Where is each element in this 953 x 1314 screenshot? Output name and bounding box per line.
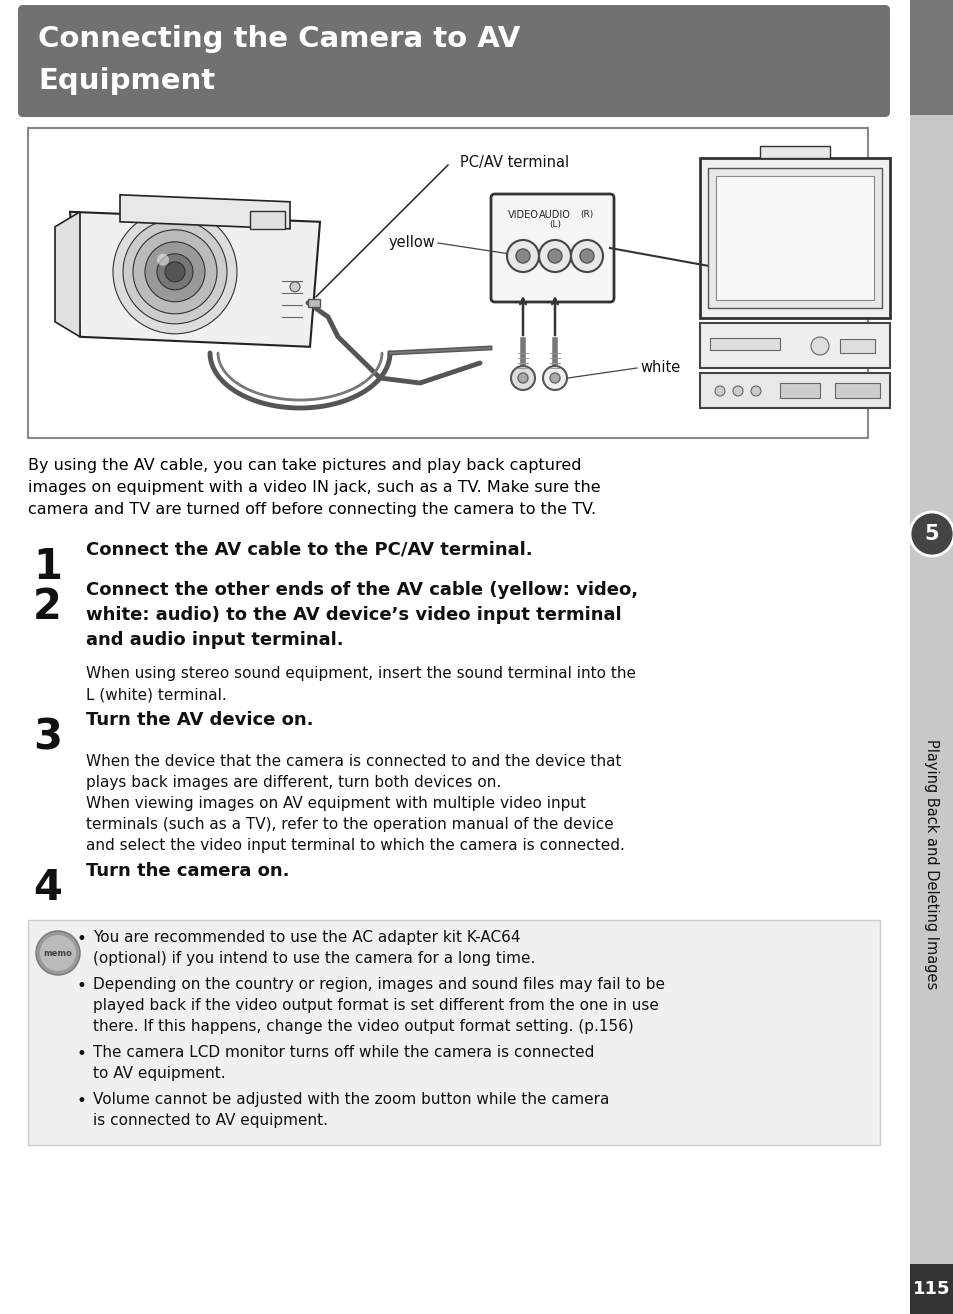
Text: When viewing images on AV equipment with multiple video input: When viewing images on AV equipment with… <box>86 796 585 811</box>
Text: 4: 4 <box>33 867 62 909</box>
Circle shape <box>909 512 953 556</box>
Text: there. If this happens, change the video output format setting. (p.156): there. If this happens, change the video… <box>92 1018 633 1034</box>
Text: •: • <box>76 1045 86 1063</box>
Text: Connect the other ends of the AV cable (yellow: video,: Connect the other ends of the AV cable (… <box>86 581 638 599</box>
Text: 1: 1 <box>33 547 62 587</box>
Text: •: • <box>76 978 86 995</box>
Text: white: audio) to the AV device’s video input terminal: white: audio) to the AV device’s video i… <box>86 606 621 624</box>
Circle shape <box>112 210 236 334</box>
Circle shape <box>157 254 169 265</box>
Text: Turn the AV device on.: Turn the AV device on. <box>86 711 314 729</box>
Text: AUDIO: AUDIO <box>538 210 570 219</box>
Polygon shape <box>55 212 80 336</box>
Circle shape <box>506 240 538 272</box>
Text: and audio input terminal.: and audio input terminal. <box>86 631 343 649</box>
Circle shape <box>547 248 561 263</box>
Circle shape <box>157 254 193 290</box>
Circle shape <box>145 242 205 302</box>
Circle shape <box>290 281 299 292</box>
Text: When using stereo sound equipment, insert the sound terminal into the: When using stereo sound equipment, inser… <box>86 666 636 681</box>
Bar <box>760 146 829 158</box>
Text: is connected to AV equipment.: is connected to AV equipment. <box>92 1113 328 1127</box>
Text: Connecting the Camera to AV: Connecting the Camera to AV <box>38 25 519 53</box>
Text: to AV equipment.: to AV equipment. <box>92 1066 226 1081</box>
Text: Playing Back and Deleting Images: Playing Back and Deleting Images <box>923 738 939 989</box>
Circle shape <box>517 373 527 382</box>
Bar <box>700 373 889 409</box>
Circle shape <box>40 936 76 971</box>
Circle shape <box>579 248 594 263</box>
Circle shape <box>542 367 566 390</box>
Bar <box>700 323 889 368</box>
Text: 3: 3 <box>33 716 62 758</box>
Text: 2: 2 <box>33 586 62 628</box>
Bar <box>700 158 889 318</box>
Text: 5: 5 <box>923 524 939 544</box>
FancyBboxPatch shape <box>18 5 889 117</box>
Text: camera and TV are turned off before connecting the camera to the TV.: camera and TV are turned off before conn… <box>28 502 596 516</box>
Bar <box>707 168 882 307</box>
Bar <box>909 0 953 1314</box>
Text: 115: 115 <box>912 1280 950 1298</box>
Bar <box>709 338 780 350</box>
Circle shape <box>516 248 530 263</box>
Text: •: • <box>76 1092 86 1110</box>
Bar <box>909 0 953 116</box>
Circle shape <box>36 932 80 975</box>
Circle shape <box>511 367 535 390</box>
Text: PC/AV terminal: PC/AV terminal <box>459 155 569 171</box>
Text: white: white <box>639 360 679 376</box>
Text: Equipment: Equipment <box>38 67 214 95</box>
Bar <box>28 127 867 438</box>
Bar <box>840 339 874 353</box>
Text: By using the AV cable, you can take pictures and play back captured: By using the AV cable, you can take pict… <box>28 459 581 473</box>
Text: L (white) terminal.: L (white) terminal. <box>86 687 227 702</box>
Text: Volume cannot be adjusted with the zoom button while the camera: Volume cannot be adjusted with the zoom … <box>92 1092 609 1106</box>
Text: images on equipment with a video IN jack, such as a TV. Make sure the: images on equipment with a video IN jack… <box>28 480 600 495</box>
Text: Depending on the country or region, images and sound files may fail to be: Depending on the country or region, imag… <box>92 978 664 992</box>
Text: (L): (L) <box>548 219 560 229</box>
Text: •: • <box>76 930 86 947</box>
Polygon shape <box>120 194 290 229</box>
Text: Turn the camera on.: Turn the camera on. <box>86 862 289 880</box>
Bar <box>28 920 879 1144</box>
Circle shape <box>750 386 760 396</box>
Circle shape <box>165 261 185 281</box>
Text: You are recommended to use the AC adapter kit K-AC64: You are recommended to use the AC adapte… <box>92 930 520 945</box>
Text: VIDEO: VIDEO <box>507 210 537 219</box>
Bar <box>250 210 285 229</box>
Polygon shape <box>70 212 319 347</box>
Text: played back if the video output format is set different from the one in use: played back if the video output format i… <box>92 999 659 1013</box>
FancyBboxPatch shape <box>491 194 614 302</box>
Text: plays back images are different, turn both devices on.: plays back images are different, turn bo… <box>86 775 500 790</box>
Circle shape <box>132 230 216 314</box>
Text: terminals (such as a TV), refer to the operation manual of the device: terminals (such as a TV), refer to the o… <box>86 817 613 832</box>
Circle shape <box>714 386 724 396</box>
Circle shape <box>810 336 828 355</box>
Text: (R): (R) <box>579 210 593 219</box>
Text: The camera LCD monitor turns off while the camera is connected: The camera LCD monitor turns off while t… <box>92 1045 594 1060</box>
Circle shape <box>571 240 602 272</box>
Circle shape <box>732 386 742 396</box>
Text: (optional) if you intend to use the camera for a long time.: (optional) if you intend to use the came… <box>92 951 535 966</box>
Bar <box>834 382 879 398</box>
Circle shape <box>550 373 559 382</box>
Bar <box>909 1264 953 1314</box>
Text: memo: memo <box>44 949 72 958</box>
Circle shape <box>123 219 227 323</box>
Text: When the device that the camera is connected to and the device that: When the device that the camera is conne… <box>86 754 620 769</box>
Text: and select the video input terminal to which the camera is connected.: and select the video input terminal to w… <box>86 838 624 853</box>
Text: Connect the AV cable to the PC/AV terminal.: Connect the AV cable to the PC/AV termin… <box>86 541 532 558</box>
Bar <box>308 298 319 306</box>
Circle shape <box>538 240 571 272</box>
Bar <box>780 382 820 398</box>
Bar <box>716 176 873 300</box>
Text: yellow: yellow <box>388 235 435 251</box>
